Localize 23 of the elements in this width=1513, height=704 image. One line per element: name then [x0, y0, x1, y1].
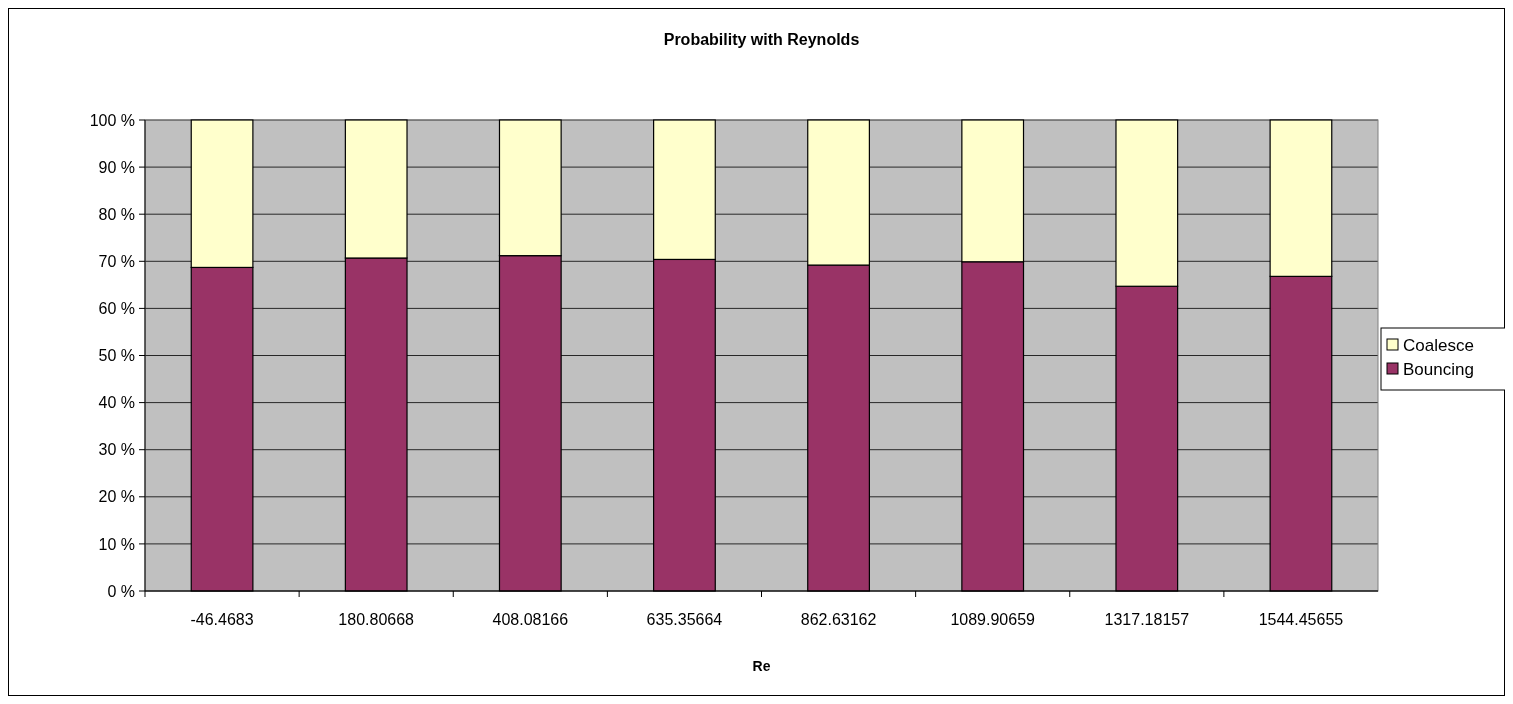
x-tick-label: -46.4683 [190, 611, 254, 628]
x-tick-label: 1544.45655 [1258, 611, 1344, 628]
legend-label: Bouncing [1403, 359, 1474, 379]
y-tick-label: 40 % [98, 394, 135, 412]
y-tick-label: 30 % [98, 441, 135, 459]
y-tick-label: 70 % [98, 252, 135, 270]
y-tick-label: 50 % [98, 347, 135, 365]
x-tick-label: 635.35664 [646, 611, 723, 628]
x-tick-label: 1089.90659 [950, 611, 1036, 628]
y-tick-label: 90 % [98, 158, 135, 176]
chart-title: Probability with Reynolds [663, 31, 860, 48]
y-tick-label: 0 % [107, 582, 135, 600]
x-tick-label: 180.80668 [338, 611, 415, 628]
y-tick-label: 100 % [89, 111, 135, 129]
y-tick-label: 80 % [98, 205, 135, 223]
x-axis-title: Re [752, 658, 771, 674]
x-tick-label: 862.63162 [800, 611, 877, 628]
x-tick-label: 1317.18157 [1104, 611, 1190, 628]
y-tick-label: 20 % [98, 488, 135, 506]
y-tick-label: 60 % [98, 300, 135, 317]
y-tick-label: 10 % [98, 535, 135, 553]
x-tick-label: 408.08166 [492, 611, 569, 628]
legend-label: Coalesce [1403, 335, 1474, 355]
